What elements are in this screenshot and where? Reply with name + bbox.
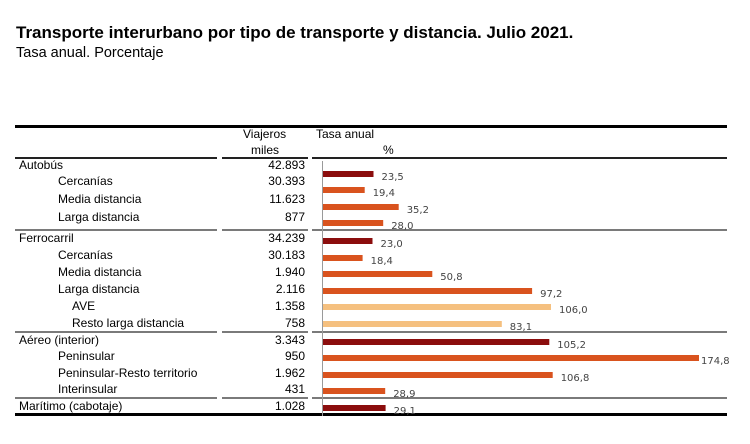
row-viajeros-value: 42.893 xyxy=(268,158,305,172)
bar-value-label: 35,2 xyxy=(407,205,429,216)
bar-value-label: 23,0 xyxy=(381,239,403,250)
bar xyxy=(323,271,433,277)
header-tasa-line2: % xyxy=(383,143,394,157)
bar-value-label: 106,8 xyxy=(561,373,590,384)
table-bottom-rule xyxy=(15,413,727,416)
row-viajeros-value: 758 xyxy=(284,316,305,330)
header-viajeros-line2: miles xyxy=(251,143,280,157)
row-label: Cercanías xyxy=(58,248,113,262)
row-viajeros-value: 2.116 xyxy=(275,282,305,296)
row-label: Aéreo (interior) xyxy=(19,333,100,347)
chart-title: Transporte interurbano por tipo de trans… xyxy=(16,23,574,42)
group-separator xyxy=(222,229,308,231)
row-viajeros-value: 11.623 xyxy=(269,192,305,206)
bar xyxy=(323,405,386,411)
group-separator xyxy=(222,331,308,333)
row-viajeros-value: 30.183 xyxy=(268,248,305,262)
row-label: Ferrocarril xyxy=(19,231,74,245)
row-viajeros-value: 1.940 xyxy=(274,265,305,279)
row-viajeros-value: 1.358 xyxy=(274,299,305,313)
table-top-rule xyxy=(15,125,727,128)
bar-value-label: 50,8 xyxy=(440,272,462,283)
bar-value-label: 18,4 xyxy=(371,256,393,267)
row-viajeros-value: 1.028 xyxy=(274,399,305,413)
row-label: AVE xyxy=(72,299,96,313)
header-rule-tasa xyxy=(312,157,727,159)
row-viajeros-value: 1.962 xyxy=(274,366,305,380)
bar xyxy=(323,304,551,310)
row-label: Larga distancia xyxy=(58,210,140,224)
row-label: Cercanías xyxy=(58,174,113,188)
chart-subtitle: Tasa anual. Porcentaje xyxy=(16,45,164,61)
bar xyxy=(323,388,386,394)
header-rule-label xyxy=(15,157,217,159)
row-viajeros-value: 950 xyxy=(284,349,305,363)
bar-value-label: 19,4 xyxy=(373,188,395,199)
row-label: Peninsular-Resto territorio xyxy=(58,366,198,380)
row-viajeros-value: 30.393 xyxy=(268,174,305,188)
group-separator xyxy=(312,397,727,399)
bar xyxy=(323,339,550,345)
bar xyxy=(323,220,384,226)
header-viajeros-line1: Viajeros xyxy=(243,127,287,141)
row-label: Interinsular xyxy=(58,382,118,396)
bar xyxy=(323,187,365,193)
bar xyxy=(323,321,502,327)
bar-value-label: 23,5 xyxy=(382,172,404,183)
bars-group: 23,5 19,4 35,2 28,0 23,0 18,4 50,8 97,2 106,0 83,… xyxy=(323,171,730,417)
bar xyxy=(323,255,363,261)
bar xyxy=(323,238,373,244)
group-separator xyxy=(15,397,217,399)
row-label: Marítimo (cabotaje) xyxy=(19,399,123,413)
header-tasa-line1: Tasa anual xyxy=(316,127,375,141)
bar-value-label: 83,1 xyxy=(510,322,532,333)
group-separator xyxy=(15,331,217,333)
bar-value-label: 105,2 xyxy=(557,340,586,351)
group-separator xyxy=(312,229,727,231)
row-label: Media distancia xyxy=(58,192,142,206)
bar-value-label: 106,0 xyxy=(559,305,588,316)
bar-value-label: 174,8 xyxy=(701,356,730,367)
bar xyxy=(323,355,699,361)
row-label: Resto larga distancia xyxy=(72,316,185,330)
bar xyxy=(323,372,553,378)
row-viajeros-value: 431 xyxy=(284,382,305,396)
header-rule-viajeros xyxy=(222,157,308,159)
row-label: Peninsular xyxy=(58,349,115,363)
bar-value-label: 29,1 xyxy=(394,406,416,417)
bar xyxy=(323,204,399,210)
row-viajeros-value: 3.343 xyxy=(274,333,305,347)
row-label: Larga distancia xyxy=(58,282,140,296)
row-label: Autobús xyxy=(19,158,64,172)
bar-value-label: 28,9 xyxy=(393,389,415,400)
group-separator xyxy=(15,229,217,231)
bar xyxy=(323,171,374,177)
row-viajeros-value: 34.239 xyxy=(268,231,305,245)
group-separator xyxy=(312,331,727,333)
bar-value-label: 28,0 xyxy=(391,221,413,232)
group-separator xyxy=(222,397,308,399)
bar-value-label: 97,2 xyxy=(540,289,562,300)
row-viajeros-value: 877 xyxy=(284,210,305,224)
bar xyxy=(323,288,533,294)
row-label: Media distancia xyxy=(58,265,142,279)
